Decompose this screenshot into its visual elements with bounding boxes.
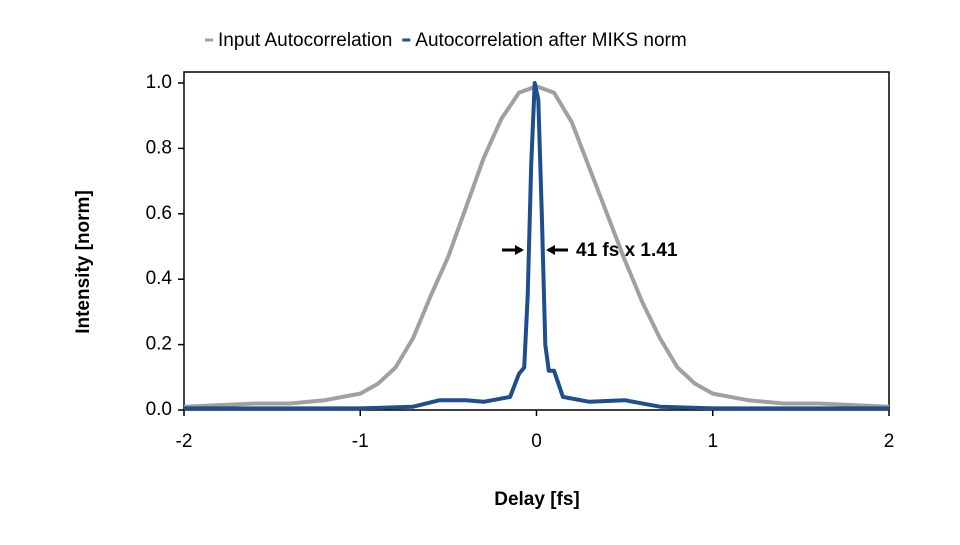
- y-tick-label: 1.0: [146, 72, 172, 93]
- legend-label: Autocorrelation after MIKS norm: [415, 30, 686, 51]
- series-line: [183, 84, 890, 409]
- y-tick-label: 0.4: [146, 268, 173, 289]
- x-tick-label: 2: [884, 431, 895, 452]
- y-axis-label: Intensity [norm]: [73, 190, 94, 334]
- legend-label: Input Autocorrelation: [218, 30, 392, 51]
- arrow-head: [515, 245, 524, 255]
- x-tick-label: -2: [176, 431, 193, 452]
- annotation: 41 fs x 1.41: [576, 240, 678, 261]
- x-tick-label: -1: [352, 431, 369, 452]
- arrow-head: [546, 245, 555, 255]
- plot-frame: [183, 71, 890, 411]
- x-tick-label: 1: [707, 431, 718, 452]
- y-tick-label: 0.8: [146, 137, 172, 158]
- x-tick-label: 0: [531, 431, 542, 452]
- x-axis-label: Delay [fs]: [494, 489, 580, 510]
- y-tick-label: 0.0: [146, 399, 172, 420]
- y-tick-label: 0.2: [146, 334, 172, 355]
- y-tick-label: 0.6: [146, 203, 172, 224]
- series-line: [184, 81, 889, 411]
